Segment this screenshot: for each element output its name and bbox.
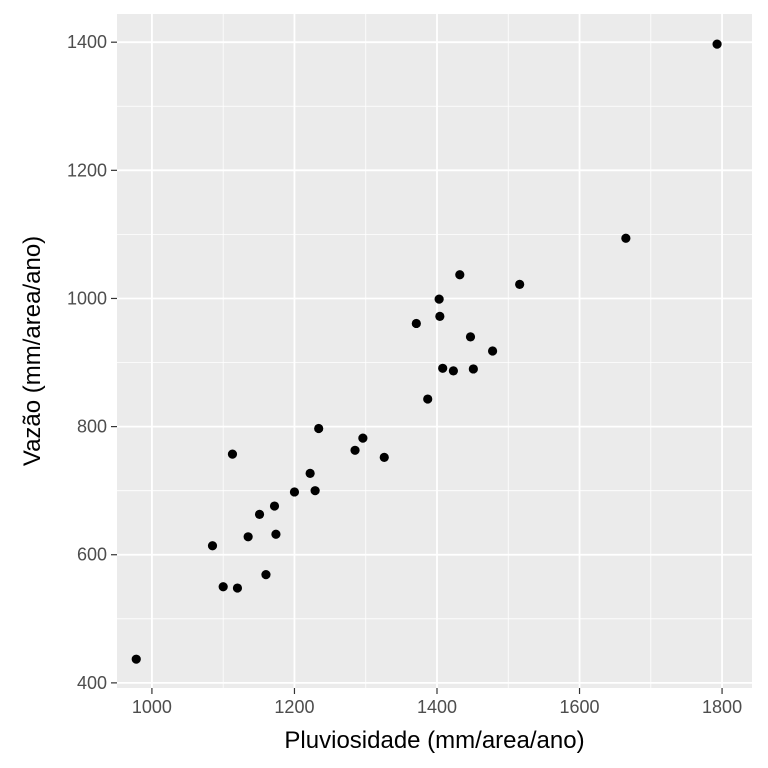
y-tick-label: 800 <box>77 417 107 437</box>
data-point <box>310 486 320 496</box>
data-point <box>314 423 324 434</box>
data-point <box>435 311 445 322</box>
axes: 1000 1200 1400 1600 1800 400 600 800 1000 1200 140… <box>67 32 742 717</box>
data-point <box>358 433 368 443</box>
data-point <box>448 366 458 376</box>
data-points <box>131 39 722 664</box>
data-point <box>434 294 444 304</box>
x-tick-label: 1000 <box>132 697 172 717</box>
data-point <box>232 583 243 593</box>
data-point <box>487 346 498 356</box>
x-tick-label: 1400 <box>417 697 457 717</box>
data-point <box>621 233 631 243</box>
data-point <box>350 445 360 455</box>
data-point <box>271 529 281 539</box>
data-point <box>131 654 141 664</box>
y-tick-label: 1000 <box>67 288 107 308</box>
data-point <box>269 501 280 511</box>
data-point <box>438 363 448 373</box>
data-point <box>227 449 238 459</box>
y-tick-label: 1400 <box>67 32 107 52</box>
y-tick-label: 1200 <box>67 160 107 180</box>
x-tick-label: 1200 <box>274 697 314 717</box>
data-point <box>423 394 433 404</box>
data-point <box>289 487 300 497</box>
data-point <box>207 541 218 551</box>
y-tick-label: 600 <box>77 545 107 565</box>
plot-panel <box>117 14 752 688</box>
y-tick-label: 400 <box>77 673 107 693</box>
data-point <box>379 452 389 462</box>
data-point <box>261 569 271 580</box>
data-point <box>243 532 253 542</box>
data-point <box>218 582 228 592</box>
data-point <box>411 318 421 329</box>
x-tick-label: 1800 <box>702 697 742 717</box>
data-point <box>468 364 478 374</box>
data-point <box>254 509 265 519</box>
data-point <box>515 279 525 289</box>
x-tick-label: 1600 <box>560 697 600 717</box>
y-axis-title: Vazão (mm/area/ano) <box>19 236 46 466</box>
data-point <box>712 39 722 49</box>
gridlines <box>117 14 752 688</box>
x-axis-title: Pluviosidade (mm/area/ano) <box>284 727 584 754</box>
data-point <box>455 270 465 280</box>
data-point <box>305 468 315 478</box>
data-point <box>465 332 476 342</box>
